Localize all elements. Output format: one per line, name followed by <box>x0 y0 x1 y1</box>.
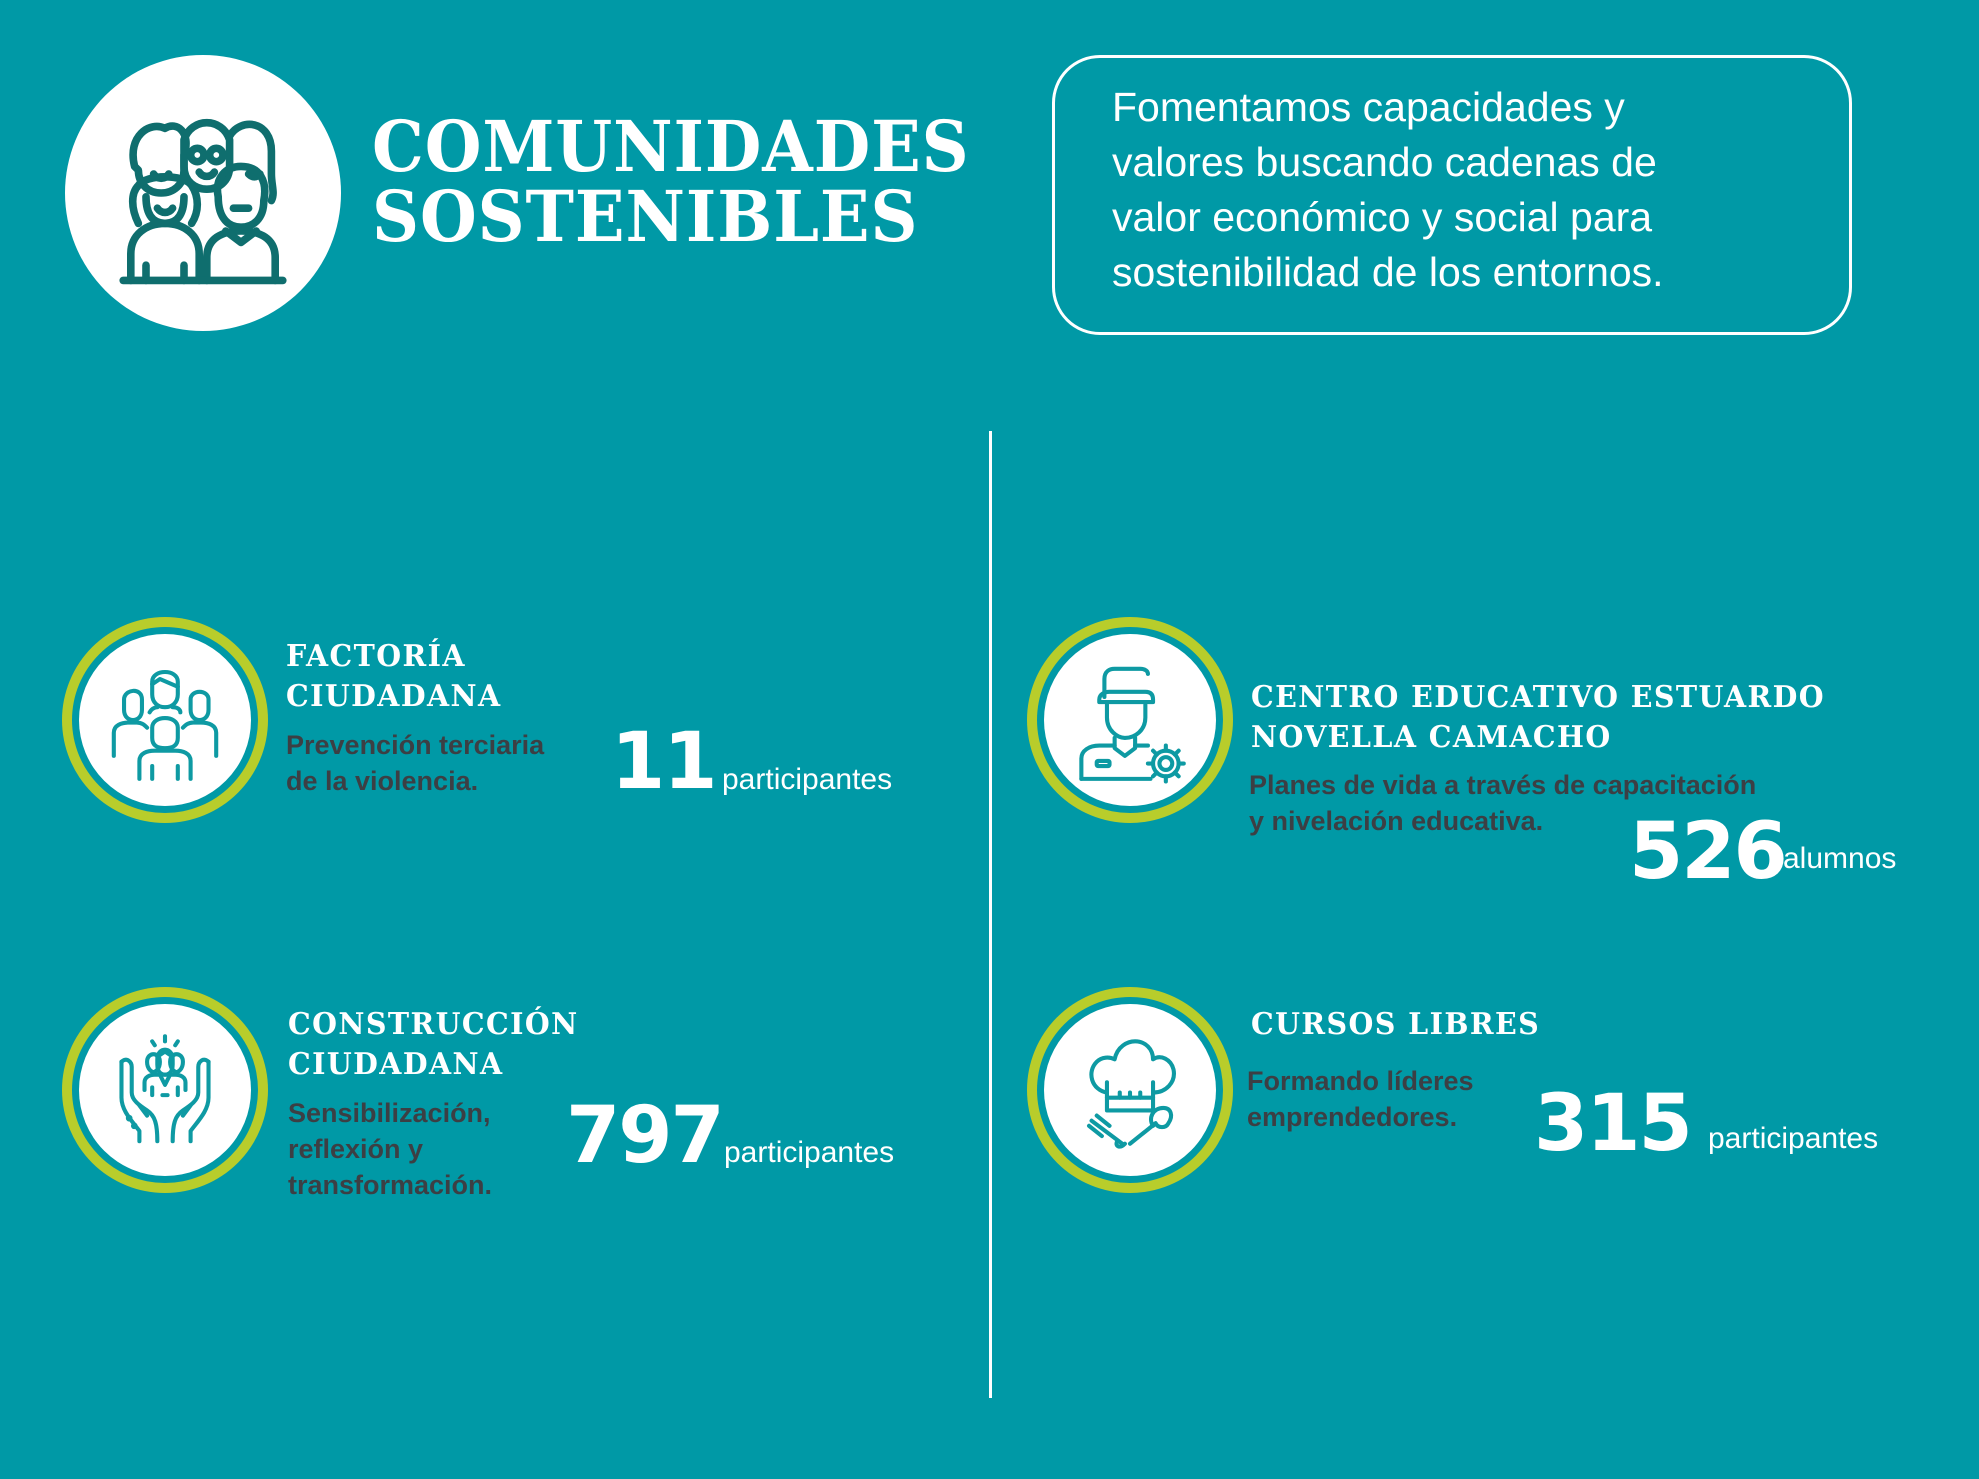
program-factoria-ciudadana: FACTORÍA CIUDADANA <box>286 637 513 717</box>
program-description: Sensibilización, reflexión y transformac… <box>288 1098 493 1200</box>
program-count: 526 <box>1629 807 1788 897</box>
program-count: 797 <box>566 1091 725 1181</box>
program-count-unit: participantes <box>1708 1122 1879 1155</box>
program-title: CENTRO EDUCATIVO ESTUARDO NOVELLA CAMACH… <box>1251 680 1825 755</box>
program-icon-badge <box>1027 617 1233 823</box>
title-line-2: SOSTENIBLES <box>372 175 919 258</box>
program-centro-educativo: CENTRO EDUCATIVO ESTUARDO NOVELLA CAMACH… <box>1251 678 1855 758</box>
program-title: CURSOS LIBRES <box>1251 1007 1541 1042</box>
program-icon-badge <box>62 617 268 823</box>
program-description: Planes de vida a través de capacitación … <box>1249 770 1757 836</box>
tagline-box <box>1052 55 1852 335</box>
column-divider <box>989 431 992 1398</box>
program-count: 315 <box>1534 1079 1693 1169</box>
hands-holding-people-icon <box>119 1034 211 1144</box>
program-title: FACTORÍA CIUDADANA <box>286 639 502 714</box>
header-icon-badge <box>65 55 341 331</box>
program-count-unit: alumnos <box>1783 842 1897 875</box>
tagline-line-1: Fomentamos capacidades y <box>1112 84 1625 130</box>
people-group-icon <box>111 669 219 781</box>
program-icon-badge <box>62 987 268 1193</box>
program-icon-badge <box>1027 987 1233 1193</box>
program-count-unit: participantes <box>724 1136 895 1169</box>
program-description: Formando líderes emprendedores. <box>1247 1066 1474 1132</box>
program-count: 11 <box>611 717 718 807</box>
tagline-line-4: sostenibilidad de los entornos. <box>1112 249 1664 295</box>
page-title: COMUNIDADES SOSTENIBLES <box>372 112 970 252</box>
title-line-1: COMUNIDADES <box>372 105 970 188</box>
program-title: CONSTRUCCIÓN CIUDADANA <box>288 1007 579 1082</box>
tagline-line-3: valor económico y social para <box>1112 194 1653 240</box>
tagline-text: Fomentamos capacidades y valores buscand… <box>1112 80 1832 300</box>
chef-hat-utensils-icon <box>1086 1039 1176 1149</box>
program-cursos-libres: CURSOS LIBRES <box>1251 1005 1555 1045</box>
community-group-icon <box>119 119 287 285</box>
tagline-line-2: valores buscando cadenas de <box>1112 139 1657 185</box>
program-count-unit: participantes <box>722 763 893 796</box>
worker-gear-icon <box>1079 666 1186 784</box>
program-construccion-ciudadana: CONSTRUCCIÓN CIUDADANA <box>288 1005 594 1085</box>
program-description: Prevención terciaria de la violencia. <box>286 730 545 796</box>
